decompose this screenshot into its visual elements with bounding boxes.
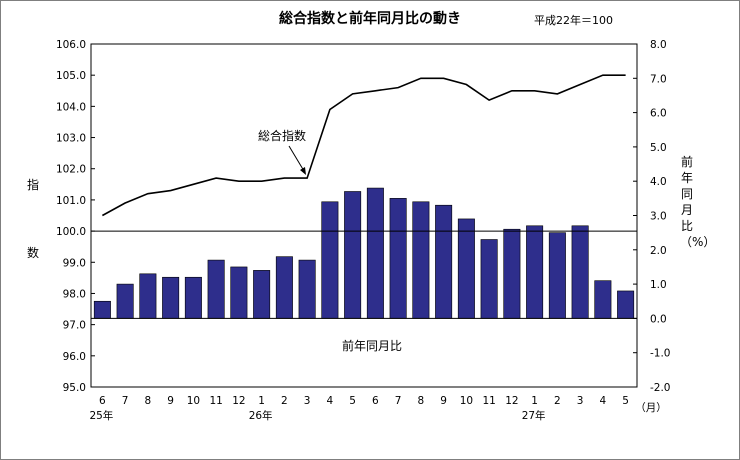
bar-17 (480, 239, 498, 319)
month-label: 1 (531, 395, 538, 407)
left-tick-label: 106.0 (56, 39, 86, 51)
right-axis-label-char: 月 (680, 203, 693, 217)
month-label: 12 (505, 395, 518, 407)
month-label: 5 (622, 395, 629, 407)
bar-14 (412, 201, 430, 319)
month-label: 10 (187, 395, 200, 407)
bar-0 (93, 300, 111, 319)
left-tick-label: 97.0 (63, 320, 86, 332)
month-label: 4 (600, 395, 607, 407)
bar-10 (321, 201, 339, 319)
bar-21 (571, 225, 589, 319)
month-label: 7 (395, 395, 402, 407)
bar-1 (116, 283, 134, 319)
bar-11 (344, 191, 362, 319)
month-label: 11 (209, 395, 222, 407)
base-year-note: 平成22年＝100 (534, 14, 613, 27)
bar-12 (366, 187, 384, 319)
month-label: 9 (440, 395, 447, 407)
month-label: 6 (99, 395, 106, 407)
right-axis-label-char: 年 (680, 171, 693, 185)
right-tick-label: 6.0 (650, 108, 667, 120)
month-label: 6 (372, 395, 379, 407)
left-tick-label: 95.0 (63, 382, 86, 394)
left-tick-label: 100.0 (56, 226, 86, 238)
right-tick-label: 7.0 (650, 73, 667, 85)
bar-annotation: 前年同月比 (342, 338, 402, 353)
month-label: 4 (327, 395, 334, 407)
month-label: 5 (349, 395, 356, 407)
bar-22 (594, 280, 612, 319)
right-axis-label-char: 同 (680, 187, 693, 201)
left-tick-label: 103.0 (56, 133, 86, 145)
year-label: 26年 (249, 409, 273, 422)
right-tick-label: 5.0 (650, 142, 667, 154)
index-line (101, 74, 626, 217)
month-label: 3 (304, 395, 311, 407)
left-axis-label-char: 指 (26, 178, 39, 192)
bar-8 (275, 256, 293, 319)
bar-4 (184, 276, 202, 319)
chart-title: 総合指数と前年同月比の動き (279, 11, 461, 27)
right-tick-label: -2.0 (650, 382, 671, 394)
bar-13 (389, 198, 407, 319)
month-label: 12 (232, 395, 245, 407)
month-label: 11 (482, 395, 495, 407)
month-label: 2 (281, 395, 288, 407)
left-tick-label: 98.0 (63, 288, 86, 300)
bar-9 (298, 259, 316, 319)
right-tick-label: 1.0 (650, 279, 667, 291)
month-label: 7 (122, 395, 129, 407)
bar-16 (457, 218, 475, 319)
month-label: 1 (258, 395, 265, 407)
annotation-arrowhead (300, 167, 306, 175)
bar-5 (207, 259, 225, 319)
month-label: 10 (460, 395, 473, 407)
bar-23 (617, 290, 635, 319)
bar-3 (162, 276, 180, 319)
month-unit-label: （月） (635, 402, 667, 414)
right-tick-label: 0.0 (650, 313, 667, 325)
month-label: 9 (167, 395, 174, 407)
left-tick-label: 105.0 (56, 70, 86, 82)
month-label: 2 (554, 395, 561, 407)
left-tick-label: 104.0 (56, 101, 86, 113)
month-label: 3 (577, 395, 584, 407)
right-tick-label: 2.0 (650, 245, 667, 257)
left-tick-label: 99.0 (63, 257, 86, 269)
left-tick-label: 96.0 (63, 351, 86, 363)
left-tick-label: 101.0 (56, 195, 86, 207)
month-label: 8 (418, 395, 425, 407)
left-tick-label: 102.0 (56, 164, 86, 176)
bar-2 (139, 273, 157, 319)
left-axis-label-char: 数 (26, 246, 39, 260)
right-tick-label: -1.0 (650, 348, 671, 360)
plot-area (90, 43, 638, 388)
bar-15 (435, 204, 453, 319)
right-tick-label: 4.0 (650, 176, 667, 188)
bar-7 (253, 270, 271, 319)
bar-20 (548, 232, 566, 319)
line-annotation: 総合指数 (258, 128, 306, 143)
bar-6 (230, 266, 248, 319)
right-tick-label: 3.0 (650, 211, 667, 223)
bar-18 (503, 228, 521, 319)
right-axis-label-char: 前 (680, 155, 693, 169)
bar-19 (526, 225, 544, 319)
right-axis-label-char: 比 (680, 219, 693, 233)
year-label: 27年 (522, 409, 546, 422)
right-tick-label: 8.0 (650, 39, 667, 51)
year-label: 25年 (89, 409, 113, 422)
annotation-leader (288, 145, 305, 172)
month-label: 8 (145, 395, 152, 407)
